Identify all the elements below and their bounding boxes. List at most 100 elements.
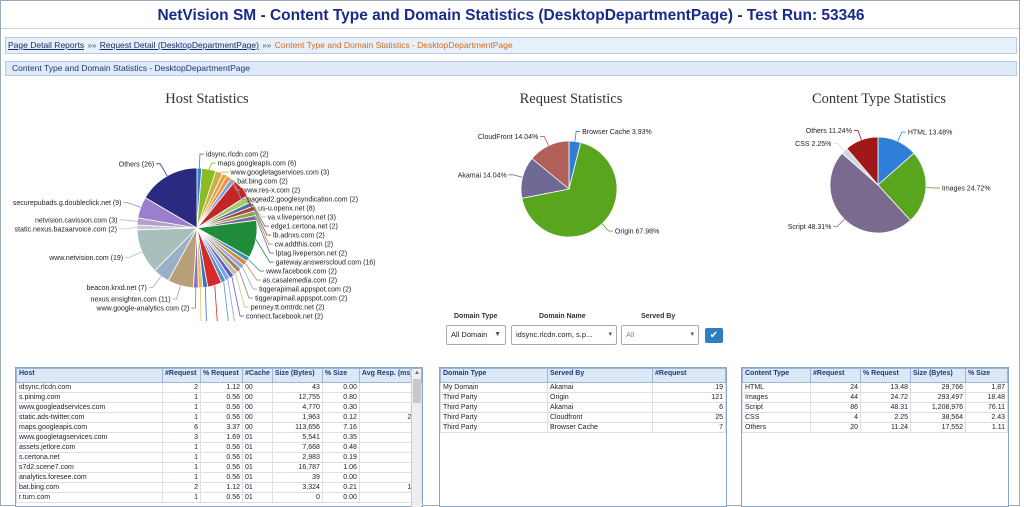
table-cell: 0.12 (322, 413, 359, 423)
pie-connector (926, 188, 940, 189)
table-cell: analytics.foresee.com (17, 473, 163, 483)
served-by-select[interactable]: All▾ (621, 325, 699, 345)
pie-connector (898, 132, 906, 141)
table-cell: 1.11 (966, 423, 1008, 433)
table-cell: 24 (811, 383, 861, 393)
table-cell: 1 (163, 473, 201, 483)
column-header[interactable]: Content Type (743, 369, 811, 383)
domain-name-select[interactable]: idsync.rlcdn.com, s.p...▾ (511, 325, 617, 345)
dropdown-arrow-icon: ▾ (608, 326, 612, 344)
table-cell: 2,983 (272, 453, 322, 463)
pie-connector (123, 203, 140, 208)
pie-label: Origin 67.98% (615, 229, 659, 236)
table-cell: static.ads-twitter.com (17, 413, 163, 423)
table-cell: 39 (272, 473, 322, 483)
column-header[interactable]: #Request (163, 369, 201, 383)
table-cell: Script (743, 403, 811, 413)
column-header[interactable]: % Size (966, 369, 1008, 383)
table-cell: 2 (163, 483, 201, 493)
column-header[interactable]: #Request (811, 369, 861, 383)
pie-label: lb.adnxs.com (2) (273, 233, 325, 240)
domain-type-select[interactable]: All Domain▼ (446, 325, 506, 345)
column-header[interactable]: Domain Type (441, 369, 548, 383)
table-cell: 113,656 (272, 423, 322, 433)
table-cell: HTML (743, 383, 811, 393)
table-cell: Origin (548, 393, 653, 403)
table-cell: 1.12 (201, 383, 243, 393)
column-header[interactable]: Size (Bytes) (911, 369, 966, 383)
table-cell: 01 (243, 493, 273, 503)
pie-label: netvision.cavisson.com (3) (35, 217, 117, 224)
column-header[interactable]: % Request (861, 369, 911, 383)
table-cell: 20 (811, 423, 861, 433)
table-cell: 0.48 (322, 443, 359, 453)
breadcrumb-link-request-detail[interactable]: Request Detail (DesktopDepartmentPage) (100, 40, 259, 50)
table-cell: 4,770 (272, 403, 322, 413)
pie-label: www.netvision.com (19) (48, 255, 123, 262)
table-cell: s.certona.net (17, 453, 163, 463)
breadcrumb-separator: »» (262, 41, 271, 50)
apply-filter-button[interactable]: ✔ (705, 328, 723, 343)
request-pie-chart[interactable]: Browser Cache 3.93%Origin 67.98%CloudFro… (431, 111, 681, 261)
pie-label: pagead2.googlesyndication.com (2) (247, 197, 358, 204)
table-cell: 3 (163, 433, 201, 443)
table-cell: Akamai (548, 403, 653, 413)
table-cell: 2.43 (966, 413, 1008, 423)
scroll-up-icon[interactable]: ▲ (412, 369, 422, 378)
table-cell: maps.googleapis.com (17, 423, 163, 433)
column-header[interactable]: Size (Bytes) (272, 369, 322, 383)
table-cell: 13.48 (861, 383, 911, 393)
table-cell: 1.87 (966, 383, 1008, 393)
content-type-pie-chart[interactable]: HTML 13.48%Images 24.72%Others 11.24%CSS… (741, 111, 1011, 261)
host-table-scrollbar[interactable]: ▲ (411, 369, 421, 507)
column-header[interactable]: % Size (322, 369, 359, 383)
table-cell: 0.00 (322, 473, 359, 483)
breadcrumb-link-page-detail[interactable]: Page Detail Reports (8, 40, 84, 50)
section-header: Content Type and Domain Statistics - Des… (5, 61, 1017, 76)
page-title: NetVision SM - Content Type and Domain S… (1, 3, 1021, 29)
column-header[interactable]: #Cache (243, 369, 273, 383)
table-cell: 2 (163, 383, 201, 393)
content-chart-title: Content Type Statistics (779, 91, 979, 108)
column-header[interactable]: Served By (548, 369, 653, 383)
column-header[interactable]: % Request (201, 369, 243, 383)
table-cell: 0.00 (322, 383, 359, 393)
pie-label: www.res-x.com (2) (241, 188, 300, 195)
pie-label: maps.googleapis.com (6) (218, 161, 297, 168)
table-cell: www.googleadservices.com (17, 403, 163, 413)
table-cell: 01 (243, 443, 273, 453)
table-cell: 0.19 (322, 453, 359, 463)
column-header[interactable]: Host (17, 369, 163, 383)
table-cell: 0.56 (201, 403, 243, 413)
table-cell: 1 (163, 443, 201, 453)
scroll-thumb[interactable] (413, 379, 421, 403)
table-cell: idsync.rlcdn.com (17, 383, 163, 393)
table-row[interactable]: static.ads-twitter.com10.56001,9630.1221… (17, 413, 422, 423)
table-cell: 01 (243, 453, 273, 463)
table-cell: 293,497 (911, 393, 966, 403)
column-header[interactable]: #Request (653, 369, 726, 383)
host-pie-chart[interactable]: idsync.rlcdn.com (2)maps.googleapis.com … (1, 111, 421, 321)
